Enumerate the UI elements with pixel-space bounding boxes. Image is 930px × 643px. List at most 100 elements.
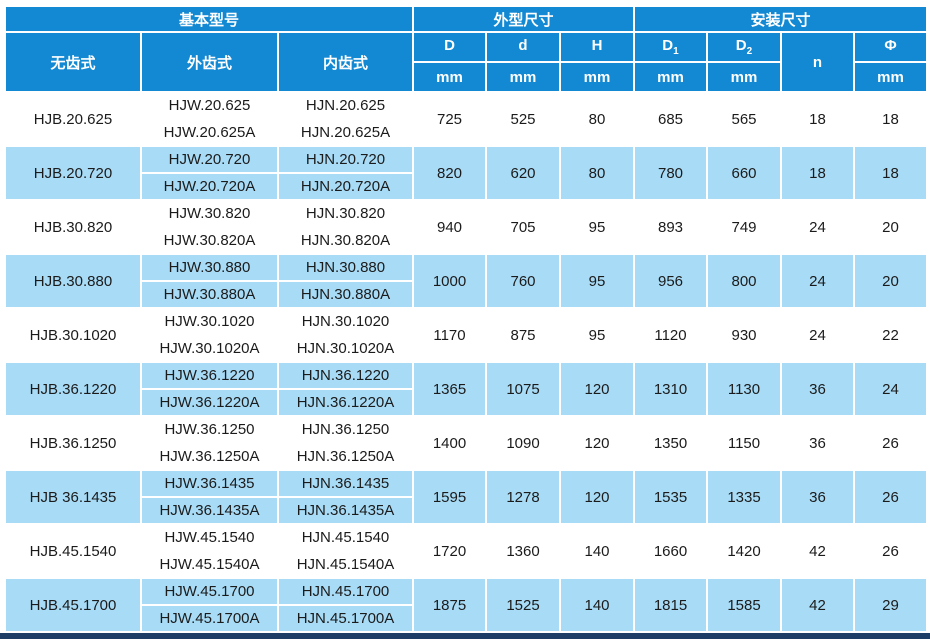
cell-model-toothless: HJB.45.1540 bbox=[4, 523, 142, 579]
cell-model-internal-gear: HJN.30.1020A bbox=[277, 334, 414, 363]
cell-phi: 18 bbox=[852, 145, 929, 201]
cell-model-external-gear: HJW.20.720A bbox=[140, 172, 279, 201]
header-unit-D2: mm bbox=[706, 61, 782, 93]
cell-D1: 1120 bbox=[633, 307, 708, 363]
header-col-D: D bbox=[412, 31, 487, 63]
cell-D: 1170 bbox=[412, 307, 487, 363]
header-unit-D: mm bbox=[412, 61, 487, 93]
cell-model-external-gear: HJW.36.1250 bbox=[140, 415, 279, 444]
cell-n: 18 bbox=[780, 145, 855, 201]
cell-model-external-gear: HJW.20.720 bbox=[140, 145, 279, 174]
cell-n: 36 bbox=[780, 469, 855, 525]
cell-n: 24 bbox=[780, 253, 855, 309]
cell-model-internal-gear: HJN.20.720 bbox=[277, 145, 414, 174]
cell-model-internal-gear: HJN.36.1250A bbox=[277, 442, 414, 471]
header-col-D1: D1 bbox=[633, 31, 708, 63]
cell-model-external-gear: HJW.20.625 bbox=[140, 91, 279, 120]
cell-H: 140 bbox=[559, 523, 635, 579]
spec-table: 基本型号 外型尺寸 安装尺寸 无齿式 外齿式 内齿式 D d H D1 D2 n… bbox=[4, 5, 929, 633]
cell-model-toothless: HJB.36.1250 bbox=[4, 415, 142, 471]
cell-model-toothless: HJB 36.1435 bbox=[4, 469, 142, 525]
cell-model-internal-gear: HJN.45.1540 bbox=[277, 523, 414, 552]
cell-D2: 1585 bbox=[706, 577, 782, 633]
cell-model-internal-gear: HJN.36.1220 bbox=[277, 361, 414, 390]
cell-model-internal-gear: HJN.20.625A bbox=[277, 118, 414, 147]
cell-D: 820 bbox=[412, 145, 487, 201]
cell-D2: 930 bbox=[706, 307, 782, 363]
cell-D: 1720 bbox=[412, 523, 487, 579]
cell-phi: 20 bbox=[852, 253, 929, 309]
cell-D1: 1350 bbox=[633, 415, 708, 471]
cell-model-internal-gear: HJN.36.1250 bbox=[277, 415, 414, 444]
cell-model-internal-gear: HJN.30.820 bbox=[277, 199, 414, 228]
cell-D1: 1535 bbox=[633, 469, 708, 525]
cell-model-toothless: HJB.20.720 bbox=[4, 145, 142, 201]
cell-n: 42 bbox=[780, 577, 855, 633]
cell-D1: 1310 bbox=[633, 361, 708, 417]
cell-model-external-gear: HJW.36.1435 bbox=[140, 469, 279, 498]
cell-H: 120 bbox=[559, 469, 635, 525]
cell-H: 120 bbox=[559, 415, 635, 471]
cell-d: 620 bbox=[485, 145, 561, 201]
cell-model-external-gear: HJW.30.820 bbox=[140, 199, 279, 228]
header-col-external-gear: 外齿式 bbox=[140, 31, 279, 93]
header-col-toothless: 无齿式 bbox=[4, 31, 142, 93]
cell-phi: 29 bbox=[852, 577, 929, 633]
cell-model-external-gear: HJW.30.880A bbox=[140, 280, 279, 309]
cell-D2: 1420 bbox=[706, 523, 782, 579]
cell-model-external-gear: HJW.30.1020 bbox=[140, 307, 279, 336]
cell-D2: 749 bbox=[706, 199, 782, 255]
cell-model-external-gear: HJW.45.1700 bbox=[140, 577, 279, 606]
cell-D2: 1335 bbox=[706, 469, 782, 525]
cell-model-external-gear: HJW.30.1020A bbox=[140, 334, 279, 363]
cell-n: 36 bbox=[780, 361, 855, 417]
cell-phi: 20 bbox=[852, 199, 929, 255]
header-col-d: d bbox=[485, 31, 561, 63]
header-group-basic-model: 基本型号 bbox=[4, 5, 414, 33]
cell-model-internal-gear: HJN.45.1540A bbox=[277, 550, 414, 579]
cell-D1: 956 bbox=[633, 253, 708, 309]
cell-phi: 18 bbox=[852, 91, 929, 147]
header-col-D2: D2 bbox=[706, 31, 782, 63]
cell-model-toothless: HJB.36.1220 bbox=[4, 361, 142, 417]
cell-n: 24 bbox=[780, 307, 855, 363]
cell-model-internal-gear: HJN.45.1700 bbox=[277, 577, 414, 606]
cell-model-toothless: HJB.30.880 bbox=[4, 253, 142, 309]
cell-D1: 685 bbox=[633, 91, 708, 147]
cell-H: 95 bbox=[559, 253, 635, 309]
cell-D1: 893 bbox=[633, 199, 708, 255]
header-group-outer-dimensions: 外型尺寸 bbox=[412, 5, 635, 33]
cell-n: 36 bbox=[780, 415, 855, 471]
cell-d: 525 bbox=[485, 91, 561, 147]
cell-D2: 1150 bbox=[706, 415, 782, 471]
cell-H: 140 bbox=[559, 577, 635, 633]
header-col-phi: Φ bbox=[852, 31, 929, 63]
cell-model-internal-gear: HJN.36.1435 bbox=[277, 469, 414, 498]
cell-phi: 24 bbox=[852, 361, 929, 417]
header-unit-H: mm bbox=[559, 61, 635, 93]
cell-H: 80 bbox=[559, 145, 635, 201]
header-group-mounting-dimensions: 安装尺寸 bbox=[632, 5, 929, 33]
cell-model-internal-gear: HJN.30.820A bbox=[277, 226, 414, 255]
cell-d: 1090 bbox=[485, 415, 561, 471]
cell-model-external-gear: HJW.36.1220A bbox=[140, 388, 279, 417]
cell-phi: 26 bbox=[852, 469, 929, 525]
cell-model-external-gear: HJW.36.1435A bbox=[140, 496, 279, 525]
cell-D: 1000 bbox=[412, 253, 487, 309]
cell-D: 725 bbox=[412, 91, 487, 147]
header-col-n: n bbox=[780, 31, 855, 93]
cell-D2: 660 bbox=[706, 145, 782, 201]
cell-model-external-gear: HJW.20.625A bbox=[140, 118, 279, 147]
header-col-internal-gear: 内齿式 bbox=[277, 31, 414, 93]
cell-model-external-gear: HJW.45.1540A bbox=[140, 550, 279, 579]
cell-H: 120 bbox=[559, 361, 635, 417]
header-unit-D1: mm bbox=[633, 61, 708, 93]
cell-model-toothless: HJB.30.1020 bbox=[4, 307, 142, 363]
cell-model-external-gear: HJW.45.1540 bbox=[140, 523, 279, 552]
cell-phi: 22 bbox=[852, 307, 929, 363]
cell-D1: 1660 bbox=[633, 523, 708, 579]
cell-model-internal-gear: HJN.20.720A bbox=[277, 172, 414, 201]
cell-model-external-gear: HJW.45.1700A bbox=[140, 604, 279, 633]
cell-model-internal-gear: HJN.45.1700A bbox=[277, 604, 414, 633]
